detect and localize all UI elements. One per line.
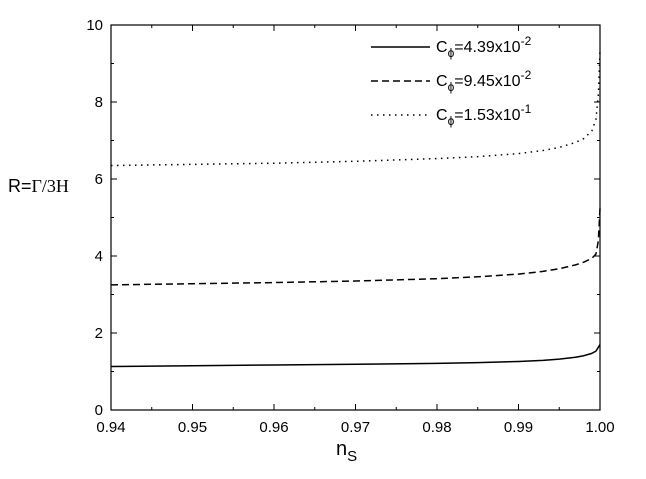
x-axis-title: nS — [336, 438, 357, 465]
series-line-dotted — [110, 50, 601, 167]
tick-labels: 0.94 0.95 0.96 0.97 0.98 0.99 1.00 0 2 4 6 8 10 — [86, 17, 614, 436]
legend-2-sub: ϕ — [448, 80, 455, 94]
x-tick-label: 0.96 — [259, 419, 288, 436]
legend-3-exp: -1 — [521, 102, 532, 116]
x-axis-title-subscript: S — [347, 448, 357, 465]
y-axis-title: R=Γ/3H — [8, 176, 69, 196]
x-tick-label: 0.95 — [178, 419, 207, 436]
legend-entry-2: Cϕ=9.45x10-2 — [436, 68, 532, 94]
legend: Cϕ=4.39x10-2 Cϕ=9.45x10-2 Cϕ=1.53x10-1 — [371, 34, 532, 128]
series-line-dashed — [110, 207, 601, 286]
y-tick-label: 10 — [86, 17, 103, 34]
legend-1-base: C — [436, 39, 448, 56]
y-tick-label: 6 — [95, 171, 103, 188]
series-lines — [110, 50, 601, 368]
y-tick-label: 4 — [95, 248, 103, 265]
legend-2-mant: =9.45x10 — [454, 73, 520, 90]
x-tick-label: 0.94 — [96, 419, 125, 436]
x-axis-title-main: n — [336, 438, 347, 460]
plot-frame — [110, 24, 601, 411]
y-axis-title-math: Γ/3H — [32, 176, 69, 196]
ticks — [110, 24, 601, 411]
y-tick-label: 2 — [95, 325, 103, 342]
legend-1-mant: =4.39x10 — [454, 39, 520, 56]
legend-entry-1: Cϕ=4.39x10-2 — [436, 34, 532, 60]
legend-3-sub: ϕ — [448, 114, 455, 128]
x-tick-label: 0.99 — [504, 419, 533, 436]
legend-entry-3: Cϕ=1.53x10-1 — [436, 102, 532, 128]
legend-3-base: C — [436, 107, 448, 124]
y-tick-label: 8 — [95, 94, 103, 111]
y-tick-label: 0 — [95, 402, 103, 419]
x-tick-label: 1.00 — [585, 419, 614, 436]
x-tick-label: 0.98 — [422, 419, 451, 436]
legend-2-base: C — [436, 73, 448, 90]
y-axis-title-main: R= — [8, 176, 32, 196]
legend-2-exp: -2 — [521, 68, 532, 82]
series-line-solid — [110, 344, 601, 368]
legend-1-sub: ϕ — [448, 46, 455, 60]
x-tick-label: 0.97 — [341, 419, 370, 436]
legend-1-exp: -2 — [521, 34, 532, 48]
legend-3-mant: =1.53x10 — [454, 107, 520, 124]
